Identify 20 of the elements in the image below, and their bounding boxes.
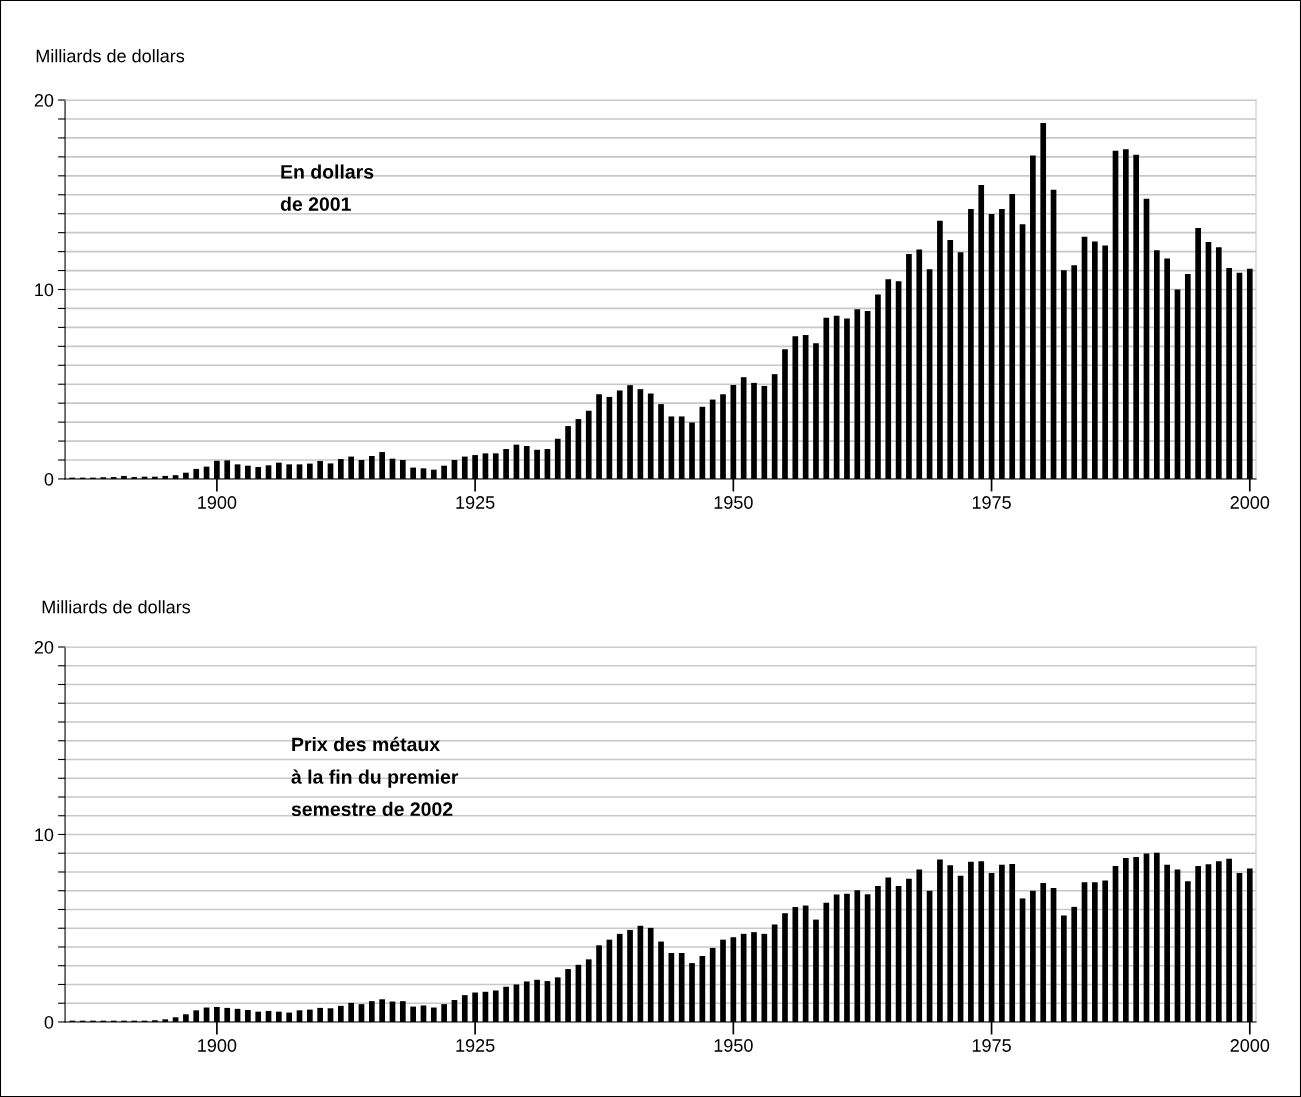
x-tick-label: 1975 <box>972 496 1011 509</box>
x-tick-label: 1900 <box>198 496 237 509</box>
x-tick-label: 1900 <box>198 1039 237 1052</box>
x-tick-label: 1925 <box>456 1039 495 1052</box>
x-tick-label: 1950 <box>714 496 753 509</box>
y-tick-label: 20 <box>34 93 54 107</box>
y-tick-label: 10 <box>35 283 54 297</box>
x-tick-label: 1975 <box>972 1039 1011 1052</box>
y-axis-title: Milliards de dollars <box>42 600 191 614</box>
x-tick-label: 2000 <box>1230 1039 1270 1052</box>
annotation: En dollars de 2001 <box>280 164 374 211</box>
y-tick-label: 10 <box>35 828 54 842</box>
x-tick-label: 2000 <box>1230 496 1270 509</box>
y-tick-label: 0 <box>44 1015 54 1029</box>
x-tick-label: 1925 <box>456 496 495 509</box>
annotation: Prix des métaux à la fin du premier semestre de 2002 <box>291 736 459 817</box>
y-tick-label: 20 <box>34 640 54 654</box>
y-tick-label: 0 <box>44 472 54 486</box>
x-tick-label: 1950 <box>714 1039 753 1052</box>
y-axis-title: Milliards de dollars <box>36 49 185 63</box>
